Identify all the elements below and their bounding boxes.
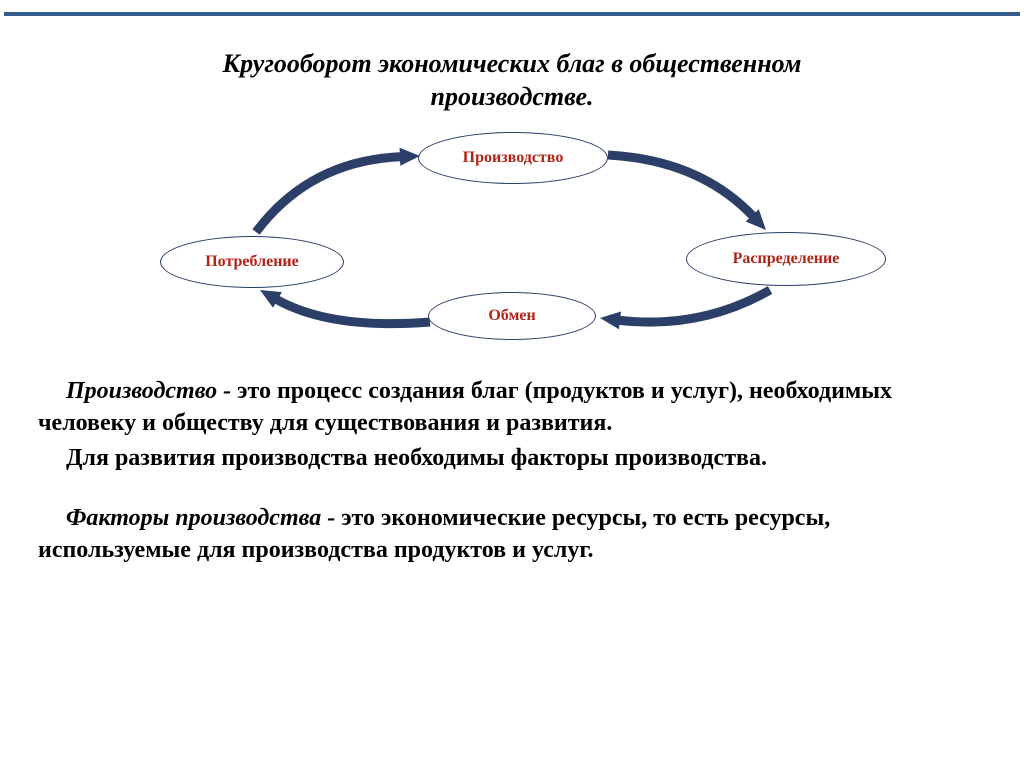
- node-distribution: Распределение: [686, 232, 886, 286]
- para-2: Для развития производства необходимы фак…: [38, 443, 986, 475]
- para-1: Производство - это процесс создания благ…: [38, 376, 986, 439]
- node-distribution-label: Распределение: [727, 248, 846, 270]
- para-3-lead: Факторы производства -: [66, 505, 335, 531]
- node-consumption: Потребление: [160, 236, 344, 288]
- node-exchange: Обмен: [428, 292, 596, 340]
- node-production-label: Производство: [457, 147, 570, 169]
- para-3: Факторы производства - это экономические…: [38, 503, 986, 566]
- body-text: Производство - это процесс создания благ…: [38, 376, 986, 566]
- node-exchange-label: Обмен: [482, 305, 541, 327]
- para-2-text: Для развития производства необходимы фак…: [66, 445, 767, 471]
- node-consumption-label: Потребление: [199, 251, 305, 273]
- cycle-diagram: Производство Распределение Обмен Потребл…: [0, 0, 1024, 360]
- node-production: Производство: [418, 132, 608, 184]
- para-1-lead: Производство -: [66, 378, 231, 404]
